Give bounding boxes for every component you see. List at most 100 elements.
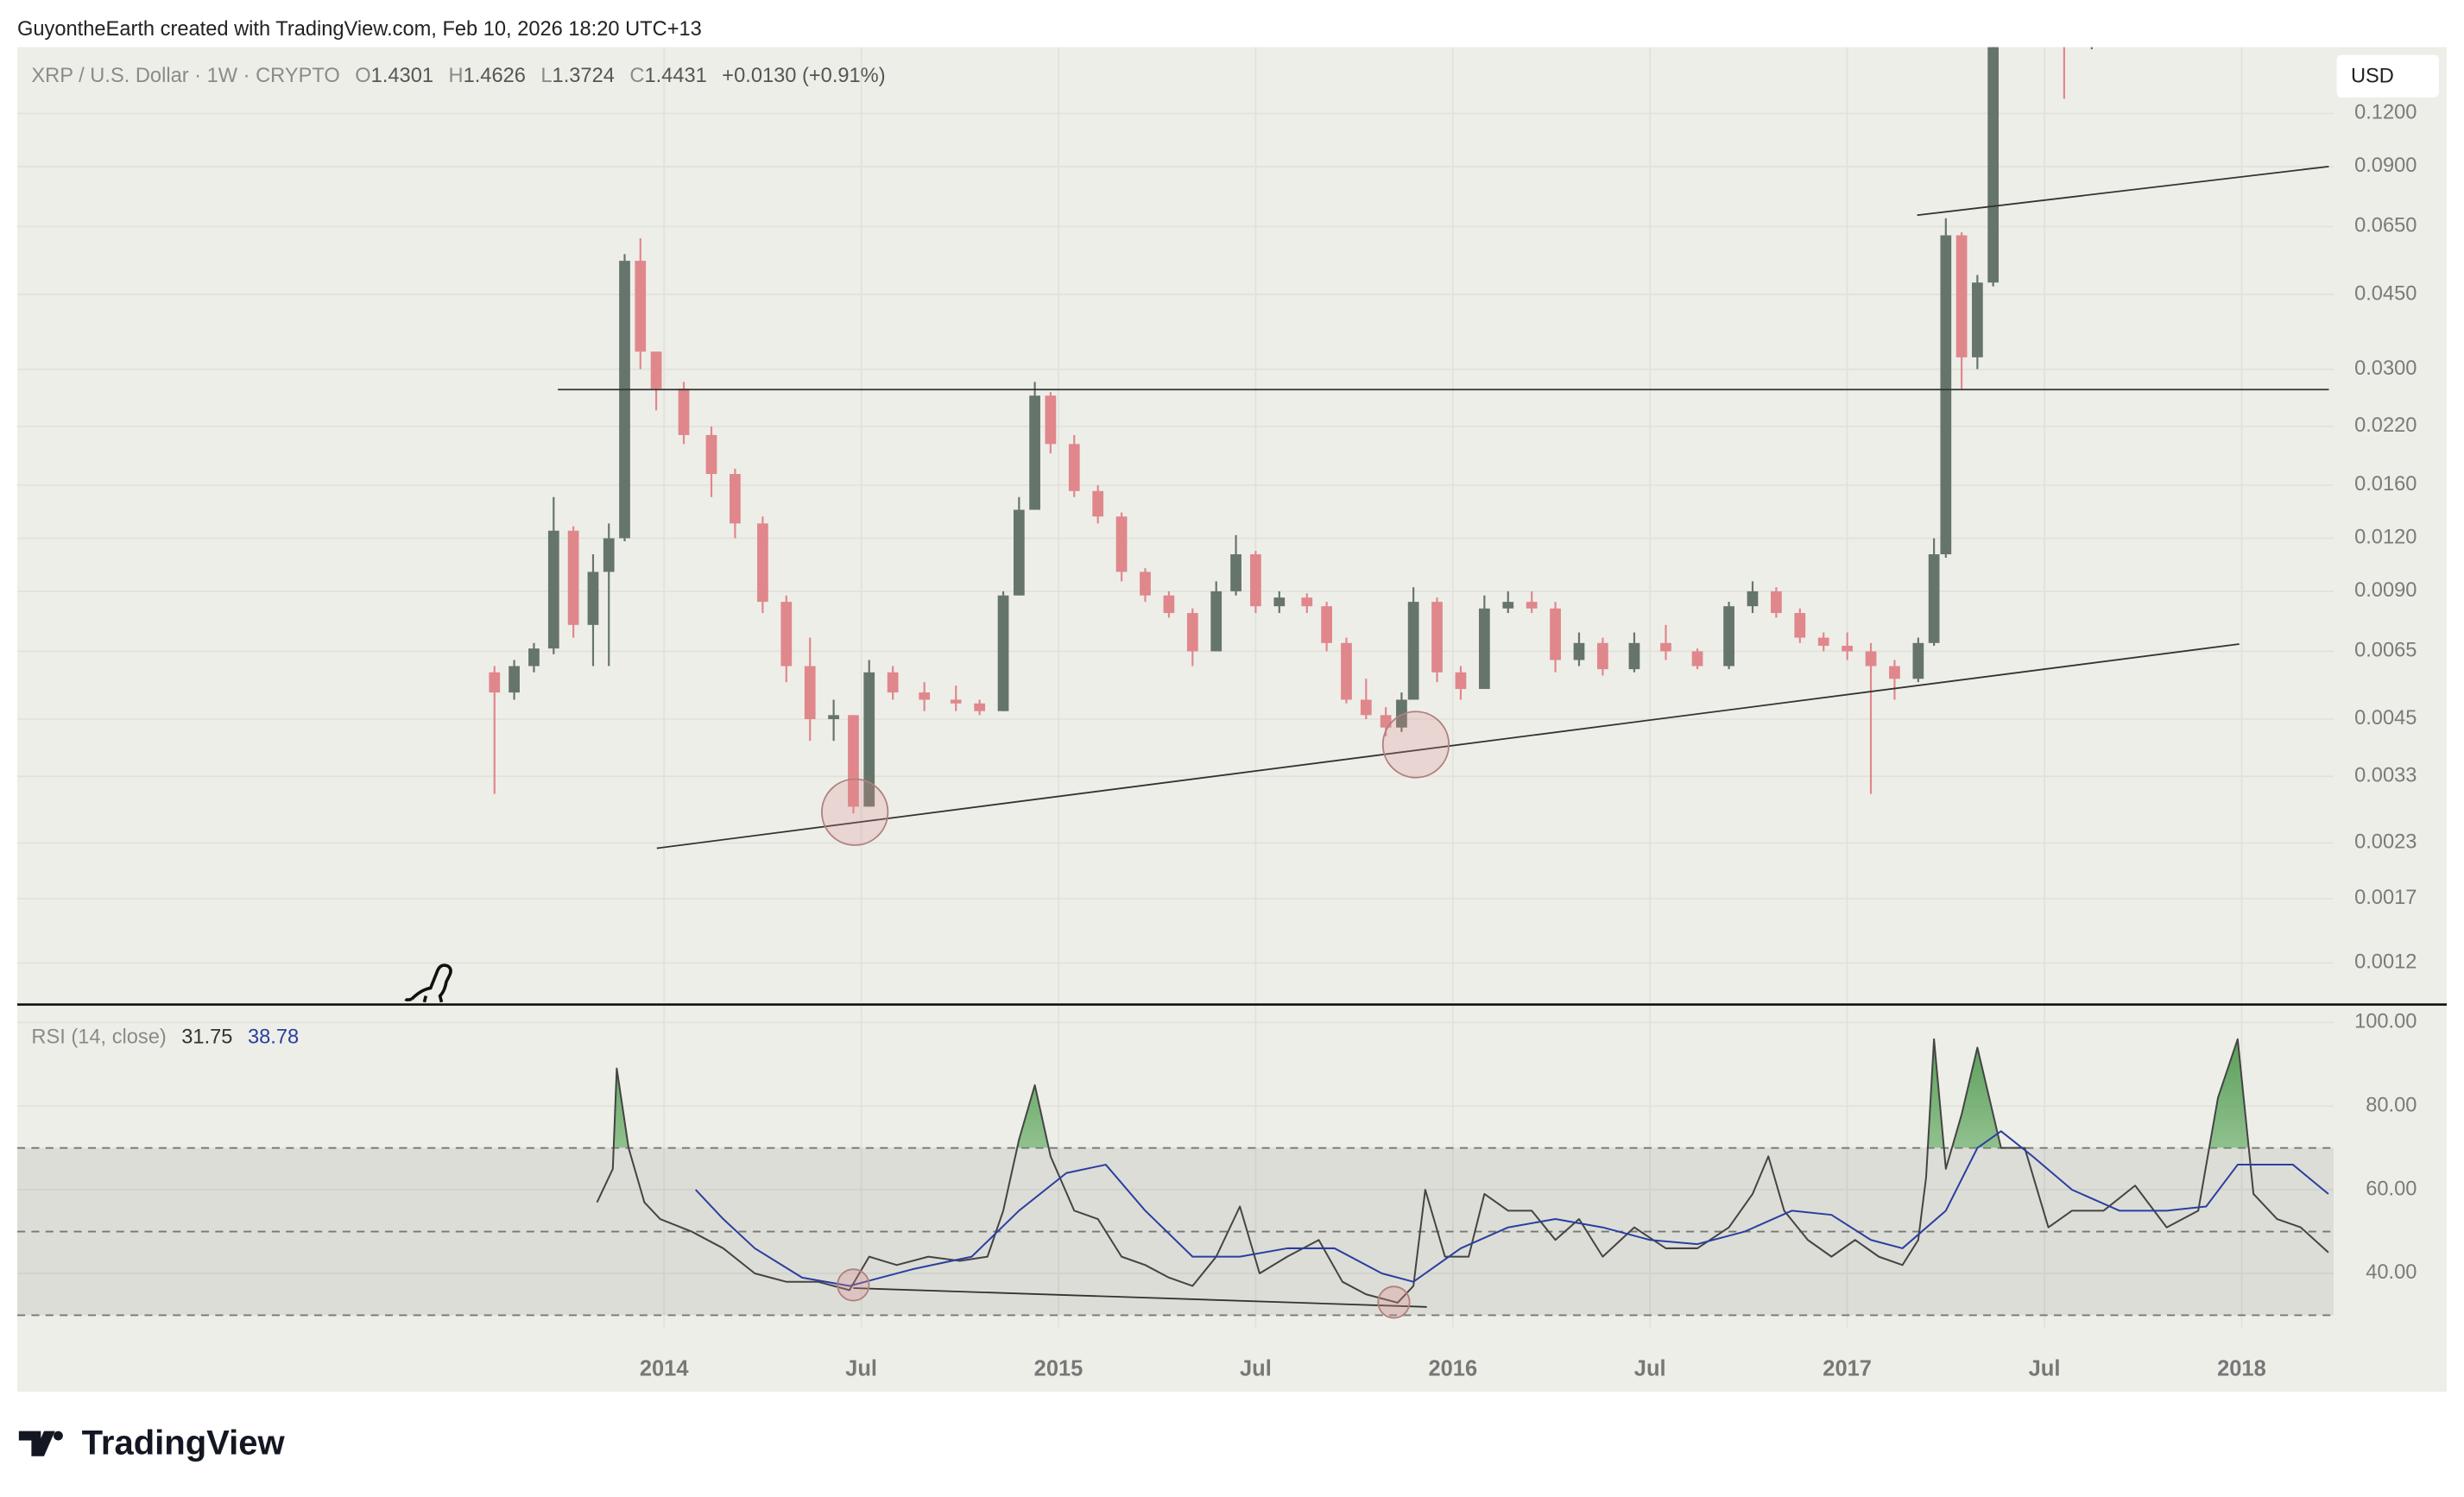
rsi-circle [837, 1268, 870, 1302]
y-tick-label: 0.0650 [2354, 215, 2417, 237]
candle-body [1455, 672, 1467, 690]
x-tick-label: 2018 [2217, 1356, 2266, 1380]
candle-body [1987, 47, 2000, 283]
x-tick-label: Jul [1634, 1356, 1666, 1380]
candle-body [1301, 597, 1313, 607]
highlight-circle [821, 778, 889, 846]
candle-body [1230, 554, 1241, 591]
candle-body [1865, 651, 1877, 666]
candle-body [1341, 642, 1352, 700]
candle-body [1092, 490, 1104, 517]
y-tick-label: 0.0065 [2354, 640, 2417, 662]
rsi-divergence-line [853, 1287, 1427, 1308]
rsi-circle [1377, 1285, 1411, 1319]
candle-body [1747, 591, 1759, 607]
candle-body [1045, 395, 1057, 445]
currency-button[interactable] [2336, 54, 2439, 98]
candle-body [509, 666, 520, 693]
symbol: XRP / U.S. Dollar · 1W · CRYPTO [31, 65, 339, 87]
candle-body [1163, 595, 1175, 614]
x-tick-label: 2016 [1428, 1356, 1477, 1380]
marks [489, 47, 2329, 1304]
ohlc-label: C [629, 65, 644, 87]
legend: XRP / U.S. Dollar · 1W · CRYPTO O1.4301 … [31, 65, 885, 1049]
candle-body [804, 666, 816, 719]
candle-body [1691, 651, 1703, 666]
candle-body [1360, 699, 1372, 716]
candle-body [1526, 602, 1538, 609]
y-tick-label: 60.00 [2366, 1178, 2417, 1200]
candle-body [1628, 642, 1640, 670]
rsi-line [596, 1038, 2329, 1304]
candle-body [1115, 516, 1128, 572]
ohlc-value: 1.4301 [371, 65, 433, 87]
x-tick-label: 2014 [640, 1356, 690, 1380]
candle-body [1550, 608, 1561, 660]
candle-body [1723, 606, 1734, 666]
candle-body [1478, 608, 1490, 690]
candle-body [1955, 235, 1968, 357]
candle-body [730, 474, 741, 524]
y-tick-label: 0.0900 [2354, 155, 2417, 177]
candle-body [567, 530, 579, 625]
candle-body [1273, 597, 1286, 607]
candle-body [1186, 613, 1198, 652]
rsi-legend: RSI (14, close) 31.75 38.78 [31, 1026, 299, 1049]
candle-body [848, 715, 859, 807]
y-tick-label: 0.1200 [2354, 102, 2417, 124]
candle-body [1889, 666, 1900, 679]
y-tick-label: 0.0220 [2354, 414, 2417, 437]
candle-body [1573, 642, 1585, 660]
candle-body [1013, 509, 1025, 596]
y-tick-label: 40.00 [2366, 1261, 2417, 1284]
candle-body [587, 572, 599, 625]
change: +0.0130 (+0.91%) [722, 65, 885, 87]
brand-icon [18, 1431, 63, 1456]
candle-body [1068, 444, 1080, 491]
candle-body [950, 699, 962, 704]
rsi-ma-value: 38.78 [248, 1026, 299, 1049]
candle-body [780, 602, 793, 666]
candle-body [603, 538, 615, 572]
y-tick-label: 0.0033 [2354, 765, 2417, 787]
y-tick-label: 0.0450 [2354, 282, 2417, 305]
highlight-circle [1381, 711, 1450, 779]
rsi-zone [17, 1146, 2334, 1317]
y-tick-label: 100.00 [2354, 1011, 2417, 1033]
candle-body [1140, 572, 1151, 596]
currency[interactable]: USD [2351, 65, 2394, 87]
candle-body [997, 595, 1009, 711]
candle-body [757, 523, 768, 603]
y-tick-label: 80.00 [2366, 1094, 2417, 1116]
candle-body [1771, 591, 1782, 614]
candles [489, 47, 2093, 814]
candle-body [528, 648, 540, 666]
candle-body [1396, 699, 1407, 728]
candle-body [1250, 554, 1261, 607]
candle-body [1794, 613, 1806, 638]
y-tick-label: 0.0023 [2354, 831, 2417, 854]
candle-body [1842, 645, 1853, 652]
ohlc-label: H [448, 65, 463, 87]
upper-trendline [1917, 165, 2329, 217]
brand-logo: TradingView [18, 1424, 286, 1462]
y-tick-label: 0.0120 [2354, 527, 2417, 549]
candle-body [1407, 602, 1419, 700]
candle-body [887, 672, 899, 693]
x-tick-label: Jul [2029, 1356, 2061, 1380]
y-tick-label: 0.0045 [2354, 707, 2417, 730]
candle-body [635, 261, 647, 352]
candle-body [1972, 282, 1983, 357]
candle-body [619, 261, 630, 539]
ohlc-value: 1.4626 [464, 65, 526, 87]
rsi-title: RSI (14, close) [31, 1026, 166, 1049]
ohlc-label: O [355, 65, 370, 87]
y-tick-label: 0.0300 [2354, 357, 2417, 380]
candle-body [1431, 602, 1443, 673]
candle-body [863, 672, 875, 807]
y-tick-label: 0.0090 [2354, 579, 2417, 602]
candle-body [1660, 642, 1671, 652]
candle-body [1817, 637, 1829, 646]
rsi-value: 31.75 [181, 1026, 232, 1049]
drawings [558, 165, 2329, 1319]
